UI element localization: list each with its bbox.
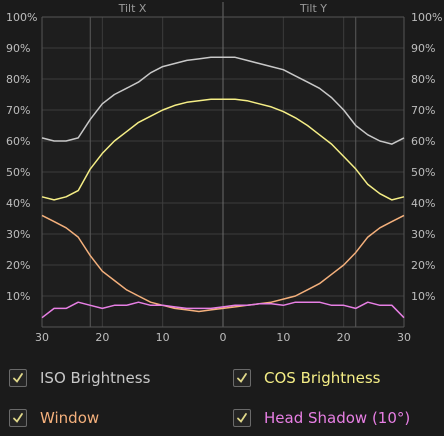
y-tick-label-right: 60%	[411, 135, 435, 148]
y-tick-label-left: 90%	[6, 42, 30, 55]
y-tick-label-right: 40%	[411, 197, 435, 210]
check-icon	[237, 373, 247, 383]
checkbox-window[interactable]	[9, 409, 27, 427]
y-tick-label-right: 50%	[411, 166, 435, 179]
y-tick-label-left: 100%	[6, 11, 37, 24]
x-tick-label: 20	[95, 331, 109, 344]
legend-label-iso-brightness: ISO Brightness	[40, 369, 151, 387]
y-tick-label-left: 50%	[6, 166, 30, 179]
x-tick-label: 30	[35, 331, 49, 344]
legend: ISO Brightness COS Brightness Window	[0, 356, 444, 436]
y-tick-label-left: 60%	[6, 135, 30, 148]
check-icon	[13, 413, 23, 423]
legend-label-window: Window	[40, 409, 100, 427]
y-tick-label-left: 80%	[6, 73, 30, 86]
y-tick-label-right: 90%	[411, 42, 435, 55]
x-tick-label: 0	[220, 331, 227, 344]
axis-label-tilt-x: Tilt X	[118, 2, 147, 15]
y-tick-label-right: 10%	[411, 290, 435, 303]
series-line-cos-brightness	[41, 98, 405, 201]
legend-toggle-cos-brightness[interactable]: COS Brightness	[233, 365, 380, 391]
series-line-iso-brightness	[41, 56, 405, 145]
tilt-chart: 10% 10% 20% 20% 30% 30% 40% 40% 50% 50% 60% 60% 70% 7…	[6, 2, 442, 344]
y-tick-label-left: 10%	[6, 290, 30, 303]
legend-toggle-window[interactable]: Window	[9, 405, 99, 431]
y-tick-label-left: 30%	[6, 228, 30, 241]
y-tick-label-left: 70%	[6, 104, 30, 117]
y-tick-label-right: 80%	[411, 73, 435, 86]
checkbox-head-shadow[interactable]	[233, 409, 251, 427]
y-tick-label-right: 30%	[411, 228, 435, 241]
checkbox-iso-brightness[interactable]	[9, 369, 27, 387]
axis-label-tilt-y: Tilt Y	[299, 2, 327, 15]
x-tick-label: 10	[276, 331, 290, 344]
check-icon	[13, 373, 23, 383]
y-tick-label-right: 20%	[411, 259, 435, 272]
y-tick-label-left: 20%	[6, 259, 30, 272]
legend-label-cos-brightness: COS Brightness	[264, 369, 381, 387]
legend-toggle-iso-brightness[interactable]: ISO Brightness	[9, 365, 150, 391]
y-tick-label-right: 100%	[411, 11, 442, 24]
x-tick-label: 30	[397, 331, 411, 344]
y-tick-label-right: 70%	[411, 104, 435, 117]
series-line-window	[41, 214, 405, 313]
checkbox-cos-brightness[interactable]	[233, 369, 251, 387]
legend-toggle-head-shadow[interactable]: Head Shadow (10°)	[233, 405, 410, 431]
x-tick-label: 10	[156, 331, 170, 344]
series-line-head-shadow	[41, 301, 405, 319]
y-tick-label-left: 40%	[6, 197, 30, 210]
check-icon	[237, 413, 247, 423]
legend-label-head-shadow: Head Shadow (10°)	[264, 409, 411, 427]
x-tick-label: 20	[337, 331, 351, 344]
